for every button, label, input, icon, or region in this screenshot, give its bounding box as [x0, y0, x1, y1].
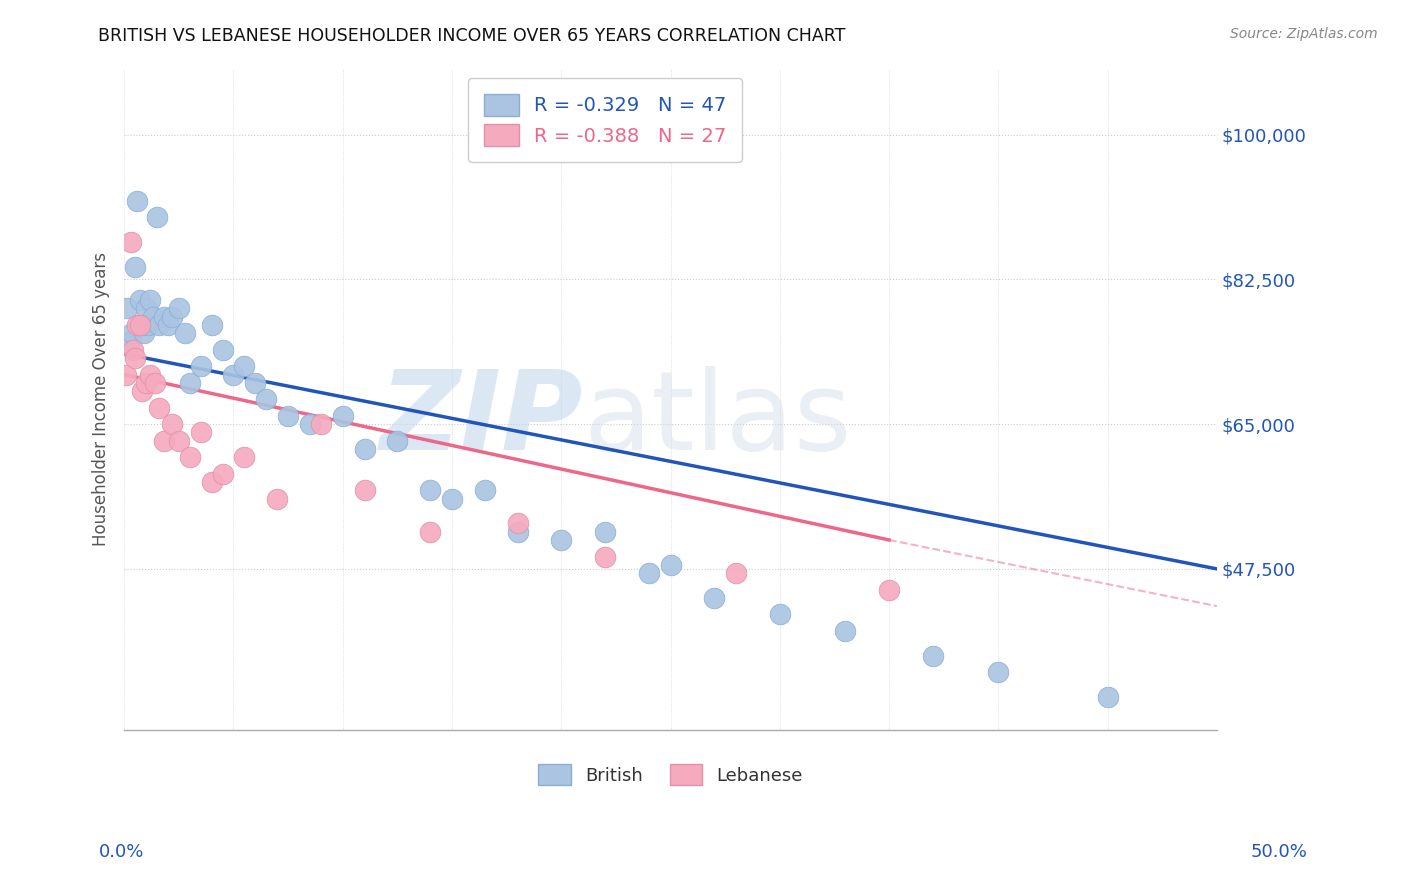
Point	[769, 607, 792, 622]
Point	[156, 318, 179, 332]
Point	[135, 301, 157, 316]
Point	[681, 145, 703, 159]
Point	[474, 483, 496, 498]
Point	[211, 343, 233, 357]
Point	[245, 376, 267, 390]
Point	[387, 434, 409, 448]
Point	[440, 491, 463, 506]
Y-axis label: Householder Income Over 65 years: Householder Income Over 65 years	[93, 252, 110, 547]
Point	[152, 310, 174, 324]
Point	[127, 318, 149, 332]
Point	[174, 326, 197, 341]
Point	[233, 359, 256, 374]
Point	[309, 417, 332, 432]
Point	[136, 318, 159, 332]
Point	[987, 665, 1010, 680]
Point	[124, 260, 146, 274]
Point	[139, 368, 162, 382]
Point	[122, 343, 145, 357]
Point	[179, 450, 201, 465]
Point	[233, 450, 256, 465]
Point	[201, 475, 224, 489]
Point	[120, 235, 142, 250]
Point	[190, 425, 212, 440]
Point	[118, 334, 141, 349]
Point	[921, 648, 943, 663]
Point	[637, 566, 659, 580]
Point	[115, 368, 138, 382]
Point	[211, 467, 233, 481]
Point	[201, 318, 224, 332]
Point	[834, 624, 856, 638]
Point	[266, 491, 288, 506]
Point	[143, 376, 166, 390]
Point	[124, 351, 146, 365]
Point	[131, 384, 153, 398]
Text: Source: ZipAtlas.com: Source: ZipAtlas.com	[1230, 27, 1378, 41]
Point	[179, 376, 201, 390]
Point	[332, 409, 354, 423]
Point	[142, 310, 165, 324]
Point	[167, 434, 190, 448]
Legend: British, Lebanese: British, Lebanese	[529, 755, 813, 794]
Point	[162, 310, 184, 324]
Text: atlas: atlas	[583, 366, 852, 473]
Point	[162, 417, 184, 432]
Point	[127, 194, 149, 208]
Point	[121, 326, 143, 341]
Point	[506, 516, 529, 531]
Point	[167, 301, 190, 316]
Text: 0.0%: 0.0%	[98, 843, 143, 861]
Point	[1097, 690, 1119, 705]
Point	[877, 582, 900, 597]
Point	[593, 549, 616, 564]
Point	[222, 368, 245, 382]
Point	[353, 483, 375, 498]
Point	[703, 591, 725, 605]
Point	[419, 524, 441, 539]
Point	[128, 318, 150, 332]
Point	[132, 326, 155, 341]
Point	[298, 417, 321, 432]
Point	[131, 318, 153, 332]
Point	[152, 434, 174, 448]
Point	[190, 359, 212, 374]
Point	[353, 442, 375, 456]
Point	[419, 483, 441, 498]
Text: 50.0%: 50.0%	[1251, 843, 1308, 861]
Point	[506, 524, 529, 539]
Point	[148, 401, 170, 415]
Point	[148, 318, 170, 332]
Text: BRITISH VS LEBANESE HOUSEHOLDER INCOME OVER 65 YEARS CORRELATION CHART: BRITISH VS LEBANESE HOUSEHOLDER INCOME O…	[98, 27, 846, 45]
Point	[593, 524, 616, 539]
Point	[277, 409, 299, 423]
Point	[139, 293, 162, 307]
Point	[128, 293, 150, 307]
Text: ZIP: ZIP	[380, 366, 583, 473]
Point	[146, 211, 169, 225]
Point	[725, 566, 748, 580]
Point	[659, 558, 682, 572]
Point	[254, 392, 277, 407]
Point	[135, 376, 157, 390]
Point	[117, 301, 139, 316]
Point	[550, 533, 572, 547]
